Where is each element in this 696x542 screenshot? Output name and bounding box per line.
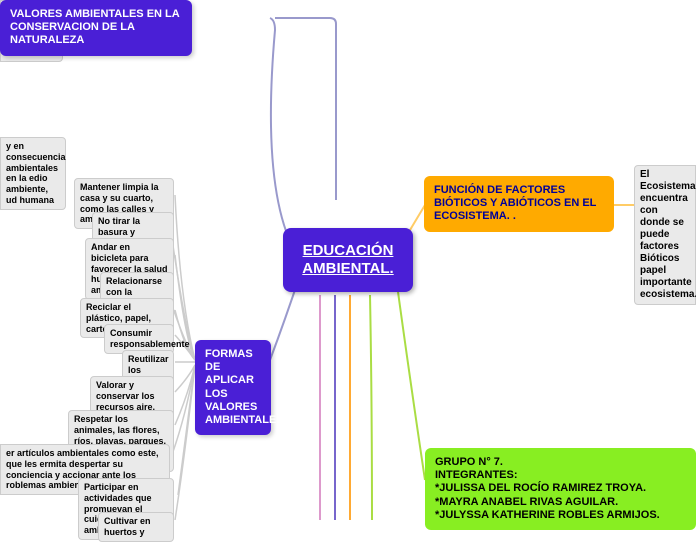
grupo-m1: *JULISSA DEL ROCÍO RAMIREZ TROYA. xyxy=(435,482,686,495)
central-line2: AMBIENTAL. xyxy=(302,260,393,277)
central-node[interactable]: EDUCACIÓN AMBIENTAL. xyxy=(283,228,413,292)
node-grupo[interactable]: GRUPO N° 7. INTEGRANTES: *JULISSA DEL RO… xyxy=(425,448,696,530)
node-valores-conservacion[interactable]: VALORES AMBIENTALES EN LA CONSERVACION D… xyxy=(0,0,192,56)
node-formas-aplicar[interactable]: FORMAS DE APLICAR LOS VALORES AMBIENTALE… xyxy=(195,340,271,435)
note-consecuencia: y en consecuencia ambientales en la edio… xyxy=(0,137,66,210)
central-line1: EDUCACIÓN xyxy=(303,242,394,259)
note-ecosistema: El Ecosistema encuentra con donde se pue… xyxy=(634,165,696,305)
grupo-m2: *MAYRA ANABEL RIVAS AGUILAR. xyxy=(435,496,686,509)
grupo-integrantes: INTEGRANTES: xyxy=(435,469,686,482)
grupo-num: GRUPO N° 7. xyxy=(435,456,686,469)
node-funcion-factores[interactable]: FUNCIÓN DE FACTORES BIÓTICOS Y ABIÓTICOS… xyxy=(424,176,614,232)
note-cultivar: Cultivar en huertos y xyxy=(98,512,174,542)
